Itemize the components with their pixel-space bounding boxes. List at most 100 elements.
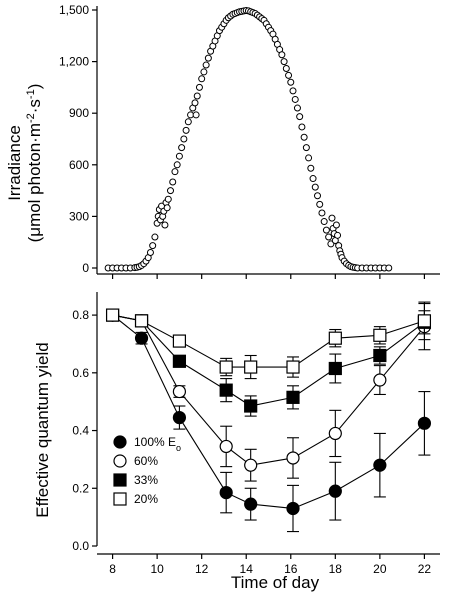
quantum-yield-point (219, 383, 233, 397)
irradiance-y-tick-label: 1,200 (59, 55, 89, 69)
irradiance-y-tick-label: 0 (82, 261, 89, 275)
irradiance-axes: 0 300 600 900 1,200 1,500 (59, 3, 440, 279)
irradiance-point (163, 204, 171, 212)
quantum-yield-xlabel: Time of day (231, 573, 320, 592)
irradiance-point (198, 75, 206, 83)
quantum-yield-series-2 (105, 308, 432, 417)
irradiance-y-tick-label: 900 (69, 106, 89, 120)
quantum-yield-point (328, 361, 342, 376)
irradiance-point (171, 168, 179, 176)
irradiance-point (309, 175, 317, 183)
irradiance-point (280, 58, 288, 66)
quantum-yield-point (172, 354, 187, 368)
irradiance-point (161, 221, 169, 229)
quantum-yield-y-tick-label: 0.0 (72, 539, 89, 553)
quantum-yield-point (172, 384, 187, 399)
irradiance-point (178, 144, 186, 152)
quantum-yield-x-tick-label: 22 (418, 562, 432, 576)
irradiance-point (287, 78, 295, 86)
legend-label: 33% (134, 473, 158, 487)
quantum-yield-point (244, 399, 258, 413)
irradiance-point (311, 183, 319, 191)
quantum-yield-point (219, 486, 233, 500)
quantum-yield-point (219, 360, 233, 374)
irradiance-point (291, 95, 299, 103)
irradiance-point (164, 195, 172, 203)
irradiance-point (191, 99, 199, 107)
irradiance-point (180, 135, 188, 143)
irradiance-point (204, 54, 212, 62)
quantum-yield-point (373, 458, 387, 472)
irradiance-point (314, 192, 321, 200)
irradiance-point (302, 144, 310, 152)
irradiance-point (320, 218, 328, 226)
irradiance-point (289, 87, 297, 95)
quantum-yield-panel: 0.0 0.2 0.4 0.6 0.8 8 10 12 14 16 18 20 22 Effective… (33, 292, 440, 592)
quantum-yield-point (373, 373, 387, 387)
legend-label: 60% (134, 454, 158, 468)
quantum-yield-axes: 0.0 0.2 0.4 0.6 0.8 8 10 12 14 16 18 20 22 (72, 292, 440, 576)
irradiance-ylabel-units: (μmol photon·m-2·s-1) (25, 84, 44, 243)
irradiance-point (316, 200, 324, 208)
quantum-yield-point (373, 348, 387, 363)
quantum-yield-x-tick-label: 18 (329, 562, 343, 576)
irradiance-point (293, 104, 301, 112)
irradiance-point (202, 61, 210, 69)
quantum-yield-series-0 (105, 308, 432, 533)
irradiance-point (182, 126, 190, 134)
irradiance-point (195, 83, 203, 91)
quantum-yield-point (417, 416, 432, 430)
legend-label: 20% (134, 492, 158, 506)
quantum-yield-series-3 (105, 301, 432, 380)
quantum-yield-point (328, 331, 342, 345)
irradiance-point (328, 214, 336, 222)
irradiance-point (318, 209, 326, 217)
quantum-yield-y-tick-label: 0.6 (72, 366, 89, 380)
quantum-yield-point (172, 334, 187, 348)
irradiance-point (385, 264, 393, 272)
irradiance-point (325, 233, 333, 241)
quantum-yield-y-tick-label: 0.8 (72, 308, 89, 322)
legend-marker (113, 454, 127, 468)
quantum-yield-point (134, 314, 149, 328)
quantum-yield-x-tick-label: 14 (240, 562, 254, 576)
irradiance-point (327, 240, 335, 248)
irradiance-point (192, 111, 200, 119)
irradiance-point (169, 178, 177, 186)
quantum-yield-x-tick-label: 16 (284, 562, 298, 576)
quantum-yield-x-tick-label: 10 (150, 562, 164, 576)
quantum-yield-point (286, 360, 300, 374)
irradiance-point (298, 123, 306, 131)
quantum-yield-x-tick-label: 12 (195, 562, 209, 576)
quantum-yield-point (172, 410, 187, 425)
irradiance-point (146, 249, 154, 257)
quantum-yield-point (219, 439, 233, 454)
irradiance-point (200, 68, 208, 76)
quantum-yield-point (286, 501, 300, 516)
legend-marker (113, 435, 127, 449)
irradiance-point (282, 64, 290, 72)
quantum-yield-point (286, 451, 300, 465)
irradiance-point (332, 221, 340, 229)
irradiance-point (175, 152, 183, 160)
quantum-yield-x-tick-label: 20 (373, 562, 387, 576)
quantum-yield-point (286, 390, 300, 404)
irradiance-point (334, 231, 342, 239)
quantum-yield-point (328, 426, 342, 441)
quantum-yield-y-tick-label: 0.2 (72, 481, 89, 495)
quantum-yield-point (244, 360, 258, 374)
irradiance-point (322, 226, 330, 234)
legend-marker (113, 492, 127, 506)
irradiance-point (300, 133, 308, 141)
legend-label: 100% Eo (134, 435, 181, 453)
quantum-yield-point (373, 328, 387, 342)
irradiance-ylabel: Irradiance (5, 125, 24, 201)
quantum-yield-point (134, 331, 149, 345)
irradiance-point (307, 164, 315, 172)
quantum-yield-x-tick-label: 8 (109, 562, 116, 576)
irradiance-y-tick-label: 600 (69, 158, 89, 172)
irradiance-point (167, 187, 174, 195)
quantum-yield-ylabel: Effective quantum yield (33, 342, 52, 517)
